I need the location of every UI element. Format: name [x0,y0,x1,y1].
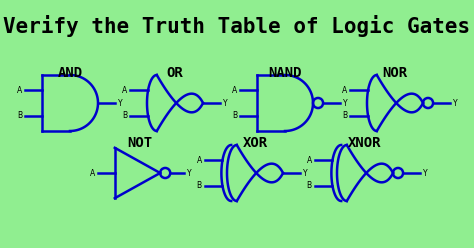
Text: B: B [17,111,22,120]
Text: Y: Y [453,98,457,107]
Text: NOR: NOR [383,66,408,80]
Text: XOR: XOR [242,136,267,150]
Text: B: B [197,181,202,190]
Text: B: B [307,181,312,190]
Text: B: B [232,111,237,120]
Text: AND: AND [57,66,82,80]
Text: A: A [232,86,237,95]
Text: B: B [122,111,128,120]
Text: Y: Y [302,168,307,178]
Text: NOT: NOT [128,136,153,150]
Text: A: A [122,86,128,95]
Text: Y: Y [118,98,122,107]
Text: NAND: NAND [268,66,302,80]
Text: A: A [307,156,312,165]
Text: OR: OR [167,66,183,80]
Text: B: B [342,111,347,120]
Text: XNOR: XNOR [348,136,382,150]
Text: Y: Y [187,168,191,178]
Text: A: A [17,86,22,95]
Text: A: A [90,168,95,178]
Text: Verify the Truth Table of Logic Gates: Verify the Truth Table of Logic Gates [3,15,471,37]
Text: Y: Y [223,98,227,107]
Text: Y: Y [343,98,347,107]
Text: A: A [197,156,202,165]
Text: Y: Y [423,168,427,178]
Text: A: A [342,86,347,95]
